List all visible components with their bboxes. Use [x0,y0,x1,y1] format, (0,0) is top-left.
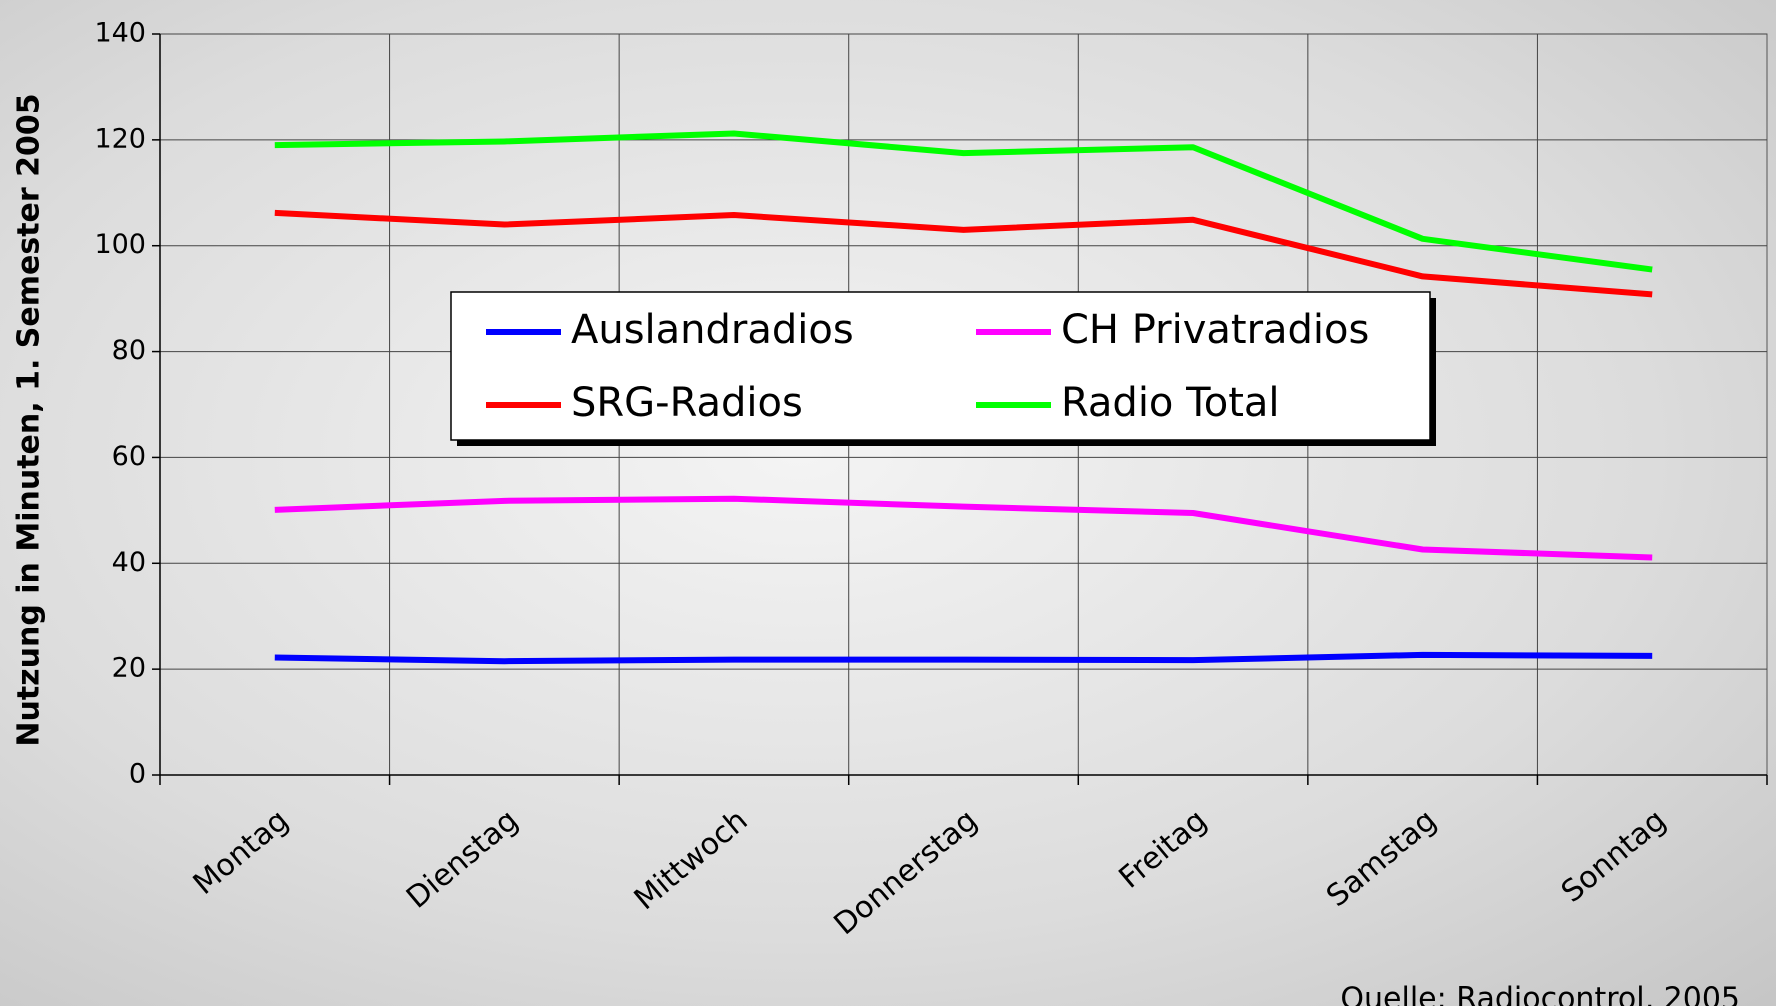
y-tick-label: 0 [129,759,146,790]
series-line [274,651,1653,665]
y-tick-label: 40 [112,547,146,578]
legend-label: Auslandradios [571,307,854,353]
legend-label: SRG-Radios [571,380,803,426]
y-tick-label: 60 [112,441,146,472]
legend [450,291,1431,441]
legend-label: Radio Total [1061,380,1280,426]
series-line [274,209,1653,298]
series-line [274,130,1653,273]
y-tick-label: 80 [112,335,146,366]
y-tick-label: 100 [94,229,146,260]
series-line [274,495,1653,561]
y-tick-label: 140 [94,18,146,49]
legend-label: CH Privatradios [1061,307,1369,353]
source-note: Quelle: Radiocontrol, 2005 [1340,982,1740,1006]
y-axis-label: Nutzung in Minuten, 1. Semester 2005 [12,93,47,746]
y-tick-label: 120 [94,123,146,154]
y-tick-label: 20 [112,653,146,684]
